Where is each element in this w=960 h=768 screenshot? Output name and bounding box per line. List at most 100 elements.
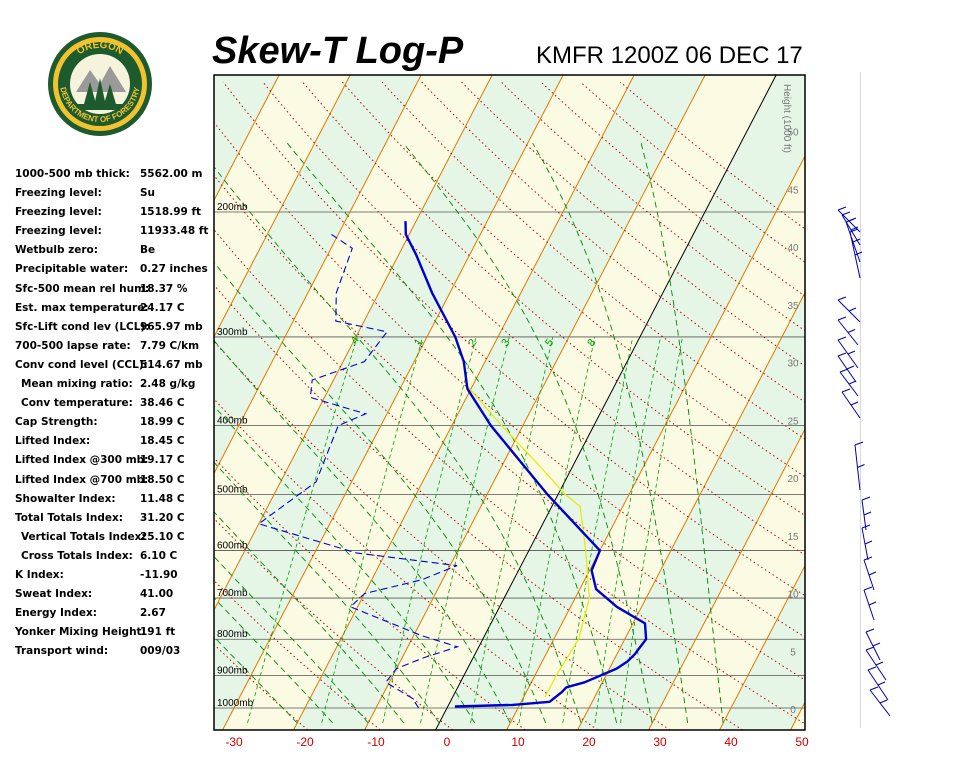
wind-barb-flag (863, 556, 873, 561)
wind-barb-flag (861, 524, 871, 529)
isobar-label: 400mb (217, 416, 248, 427)
wind-barb-flag (846, 365, 855, 370)
index-value: Su (140, 187, 156, 200)
index-row: Total Totals Index: 31.20 C (15, 512, 211, 531)
wind-barb-flag (867, 666, 877, 671)
temperature-tick-label: 50 (795, 735, 809, 749)
temperature-tick-label: 0 (444, 735, 451, 749)
wind-barb-flag (865, 628, 875, 633)
wind-barb-flag (854, 251, 863, 256)
index-row: Mean mixing ratio: 2.48 g/kg (15, 378, 211, 397)
isotherm-line (0, 75, 208, 730)
index-row: Freezing level: 1518.99 ft (15, 206, 211, 225)
dry-adiabat (461, 81, 805, 367)
height-tick-label: 10 (787, 590, 799, 601)
isobar-label: 700mb (217, 588, 248, 599)
isotherm-line (506, 154, 805, 730)
index-value: 6.10 C (140, 549, 178, 562)
isobar-label: 200mb (217, 202, 248, 213)
moist-adiabat (402, 142, 653, 724)
index-value: -11.90 (140, 568, 178, 581)
wind-barb-flag (868, 601, 877, 606)
index-value: 009/03 (140, 645, 181, 658)
mixing-ratio-line (562, 336, 634, 724)
isotherm-line (222, 75, 564, 730)
isotherm-line (214, 75, 493, 612)
wind-barb-flag (857, 464, 865, 468)
isotherm-line (293, 75, 635, 730)
index-value: 2.67 (140, 607, 166, 620)
index-value: 19.17 C (140, 454, 185, 467)
index-label: Vertical Totals Index: (21, 530, 146, 543)
index-value: 18.37 % (140, 282, 188, 295)
index-value: 18.45 C (140, 435, 185, 448)
index-value: 41.00 (140, 588, 174, 601)
moist-adiabat (214, 461, 440, 724)
isotherm-line (790, 701, 805, 730)
index-row: Vertical Totals Index: 25.10 C (15, 531, 211, 550)
plot-frame (213, 74, 806, 731)
wind-barb-flag (850, 226, 859, 231)
index-value: 18.50 C (140, 473, 185, 486)
height-axis-label: Height (1000 ft) (781, 84, 792, 153)
isotherm-line (214, 75, 422, 475)
temperature-trace (404, 221, 648, 708)
index-value: 25.10 C (140, 530, 185, 543)
height-tick-label: 20 (787, 474, 799, 485)
logo-top-text: OREGON (75, 40, 125, 57)
wind-barb-flag (865, 646, 875, 651)
index-label: Conv cond level (CCL): (15, 358, 148, 371)
temperature-tick-label: 10 (511, 735, 525, 749)
index-value: 5562.00 m (140, 168, 203, 180)
index-value: 11.48 C (140, 492, 185, 505)
dewpoint-trace (257, 233, 460, 709)
dry-adiabat (214, 121, 805, 638)
parcel-trace (465, 384, 591, 698)
index-row: 1000-500 mb thick: 5562.00 m (15, 168, 211, 187)
mixing-ratio-label: 8 (585, 337, 598, 349)
moist-adiabat (214, 636, 298, 724)
mixing-ratio-label: 1 (412, 337, 425, 349)
index-label: Freezing level: (15, 225, 102, 238)
index-row: Freezing level: Su (15, 187, 211, 206)
mixing-ratio-line (518, 336, 596, 724)
index-label: Total Totals Index: (15, 511, 123, 524)
index-row: Transport wind: 009/03 (15, 645, 211, 664)
index-value: 24.17 C (140, 301, 185, 314)
index-value: 1518.99 ft (140, 206, 202, 219)
isobar-label: 500mb (217, 484, 248, 495)
index-row: 700-500 lapse rate: 7.79 C/km (15, 340, 211, 359)
isotherm-line (214, 75, 280, 202)
wind-barb-flag (841, 211, 851, 216)
index-label: Energy Index: (15, 607, 97, 620)
moist-adiabat (286, 142, 618, 724)
isotherm-line (577, 291, 805, 730)
index-label: Freezing level: (15, 206, 102, 219)
index-value: 18.99 C (140, 416, 185, 429)
dry-adiabat (214, 340, 671, 730)
index-label: Lifted Index: (15, 435, 91, 448)
wind-barb-flag (848, 307, 857, 312)
wind-barb-flag (839, 368, 849, 373)
index-row: Est. max temperature: 24.17 C (15, 302, 211, 321)
wind-barb-flag (854, 441, 864, 446)
index-value: 7.79 C/km (140, 339, 200, 352)
index-label: Cross Totals Index: (21, 549, 133, 562)
freezing-isotherm (435, 75, 777, 730)
moist-adiabat (214, 166, 582, 724)
isobar-label: 900mb (217, 666, 248, 677)
wind-barb-flag (863, 511, 872, 516)
isotherm-line (648, 428, 805, 730)
wind-barb-flag (869, 686, 879, 691)
wind-profile-divider (860, 72, 861, 728)
isotherm-line (214, 75, 351, 338)
index-label: Lifted Index @300 mb: (15, 454, 149, 467)
index-value: 31.20 C (140, 511, 185, 524)
height-tick-label: 30 (787, 359, 799, 370)
index-label: Conv temperature: (21, 397, 133, 410)
index-label: Sfc-500 mean rel hum: (15, 282, 150, 295)
isobar-label: 600mb (217, 541, 248, 552)
index-value: 514.67 mb (140, 358, 203, 371)
moist-adiabat (214, 556, 369, 724)
index-row: Lifted Index @700 mb: 18.50 C (15, 474, 211, 493)
